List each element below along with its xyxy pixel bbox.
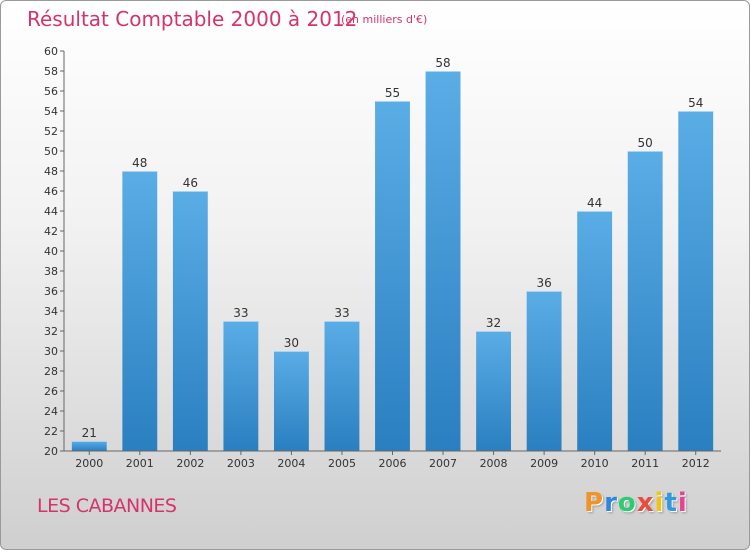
x-tick-label-2011: 2011 xyxy=(631,457,659,470)
bar-2008 xyxy=(476,331,512,451)
data-label-2006: 55 xyxy=(385,86,400,100)
logo-letter: i xyxy=(677,488,688,518)
chart-subtitle: (en milliers d'€) xyxy=(341,13,428,26)
x-axis: 2000 2001 2002 2003 2004 2005 2006 2007 2008 2009… xyxy=(64,450,721,470)
y-tick-label: 38 xyxy=(44,265,58,278)
data-label-2010: 44 xyxy=(587,196,602,210)
x-tick-label-2010: 2010 xyxy=(581,457,609,470)
y-tick-label: 26 xyxy=(44,385,58,398)
y-tick-label: 28 xyxy=(44,365,58,378)
y-tick-label: 32 xyxy=(44,325,58,338)
y-tick-label: 36 xyxy=(44,285,58,298)
y-tick-label: 50 xyxy=(44,145,58,158)
x-tick-label-2009: 2009 xyxy=(530,457,558,470)
y-axis: 20 22 24 26 28 30 32 34 36 38 40 42 44 46 48 50 52 54 56 58… xyxy=(44,45,65,458)
bar-2003 xyxy=(223,321,259,451)
bar-2011 xyxy=(627,151,663,451)
y-tick-label: 56 xyxy=(44,85,58,98)
data-label-2009: 36 xyxy=(536,276,551,290)
logo-letter: x xyxy=(636,488,655,518)
data-label-2001: 48 xyxy=(132,156,147,170)
bar-2006 xyxy=(375,101,410,451)
data-label-2011: 50 xyxy=(638,136,653,150)
data-label-2000: 21 xyxy=(82,426,97,440)
x-tick-label-2004: 2004 xyxy=(277,457,305,470)
x-tick-label-2005: 2005 xyxy=(328,457,356,470)
x-tick-label-2000: 2000 xyxy=(75,457,103,470)
y-tick-label: 22 xyxy=(44,425,58,438)
data-label-2007: 58 xyxy=(435,56,450,70)
y-tick-label: 42 xyxy=(44,225,58,238)
y-tick-label: 20 xyxy=(44,445,58,458)
y-tick-label: 44 xyxy=(44,205,58,218)
bar-2000 xyxy=(71,441,107,451)
bar-2010 xyxy=(577,211,613,451)
logo-letter: t xyxy=(664,488,678,518)
data-label-2008: 32 xyxy=(486,316,501,330)
bar-2007 xyxy=(425,71,461,451)
y-tick-label: 30 xyxy=(44,345,58,358)
y-tick-label: 54 xyxy=(44,105,58,118)
y-tick-label: 46 xyxy=(44,185,58,198)
y-tick-label: 52 xyxy=(44,125,58,138)
logo-letter: r xyxy=(604,488,618,518)
x-tick-label-2002: 2002 xyxy=(176,457,204,470)
y-tick-label: 34 xyxy=(44,305,58,318)
x-tick-label-2012: 2012 xyxy=(682,457,710,470)
place-name: LES CABANNES xyxy=(37,495,177,517)
y-tick-label: 58 xyxy=(44,65,58,78)
data-label-2005: 33 xyxy=(334,306,349,320)
logo-letter: o xyxy=(617,488,637,518)
x-tick-label-2008: 2008 xyxy=(480,457,508,470)
logo-letter: i xyxy=(654,488,665,518)
y-tick-label: 40 xyxy=(44,245,58,258)
chart-title: Résultat Comptable 2000 à 2012 xyxy=(27,7,358,31)
bar-2012 xyxy=(678,111,714,451)
y-tick-label: 60 xyxy=(44,45,58,58)
y-tick-label: 48 xyxy=(44,165,58,178)
bar-2001 xyxy=(122,171,158,451)
x-tick-label-2001: 2001 xyxy=(126,457,154,470)
bars-group: 21 48 46 33 30 33 55 58 32 36 44 50 54 xyxy=(71,56,714,451)
x-tick-label-2006: 2006 xyxy=(379,457,407,470)
logo-letter: P xyxy=(584,488,605,518)
bar-2004 xyxy=(273,351,309,451)
bar-2002 xyxy=(172,191,208,451)
y-tick-label: 24 xyxy=(44,405,58,418)
x-tick-label-2007: 2007 xyxy=(429,457,457,470)
data-label-2004: 30 xyxy=(284,336,299,350)
data-label-2003: 33 xyxy=(233,306,248,320)
data-label-2002: 46 xyxy=(183,176,198,190)
x-tick-label-2003: 2003 xyxy=(227,457,255,470)
bar-2009 xyxy=(526,291,562,451)
proxiti-logo[interactable]: Proxiti xyxy=(584,488,688,518)
bar-2005 xyxy=(324,321,360,451)
data-label-2012: 54 xyxy=(688,96,703,110)
